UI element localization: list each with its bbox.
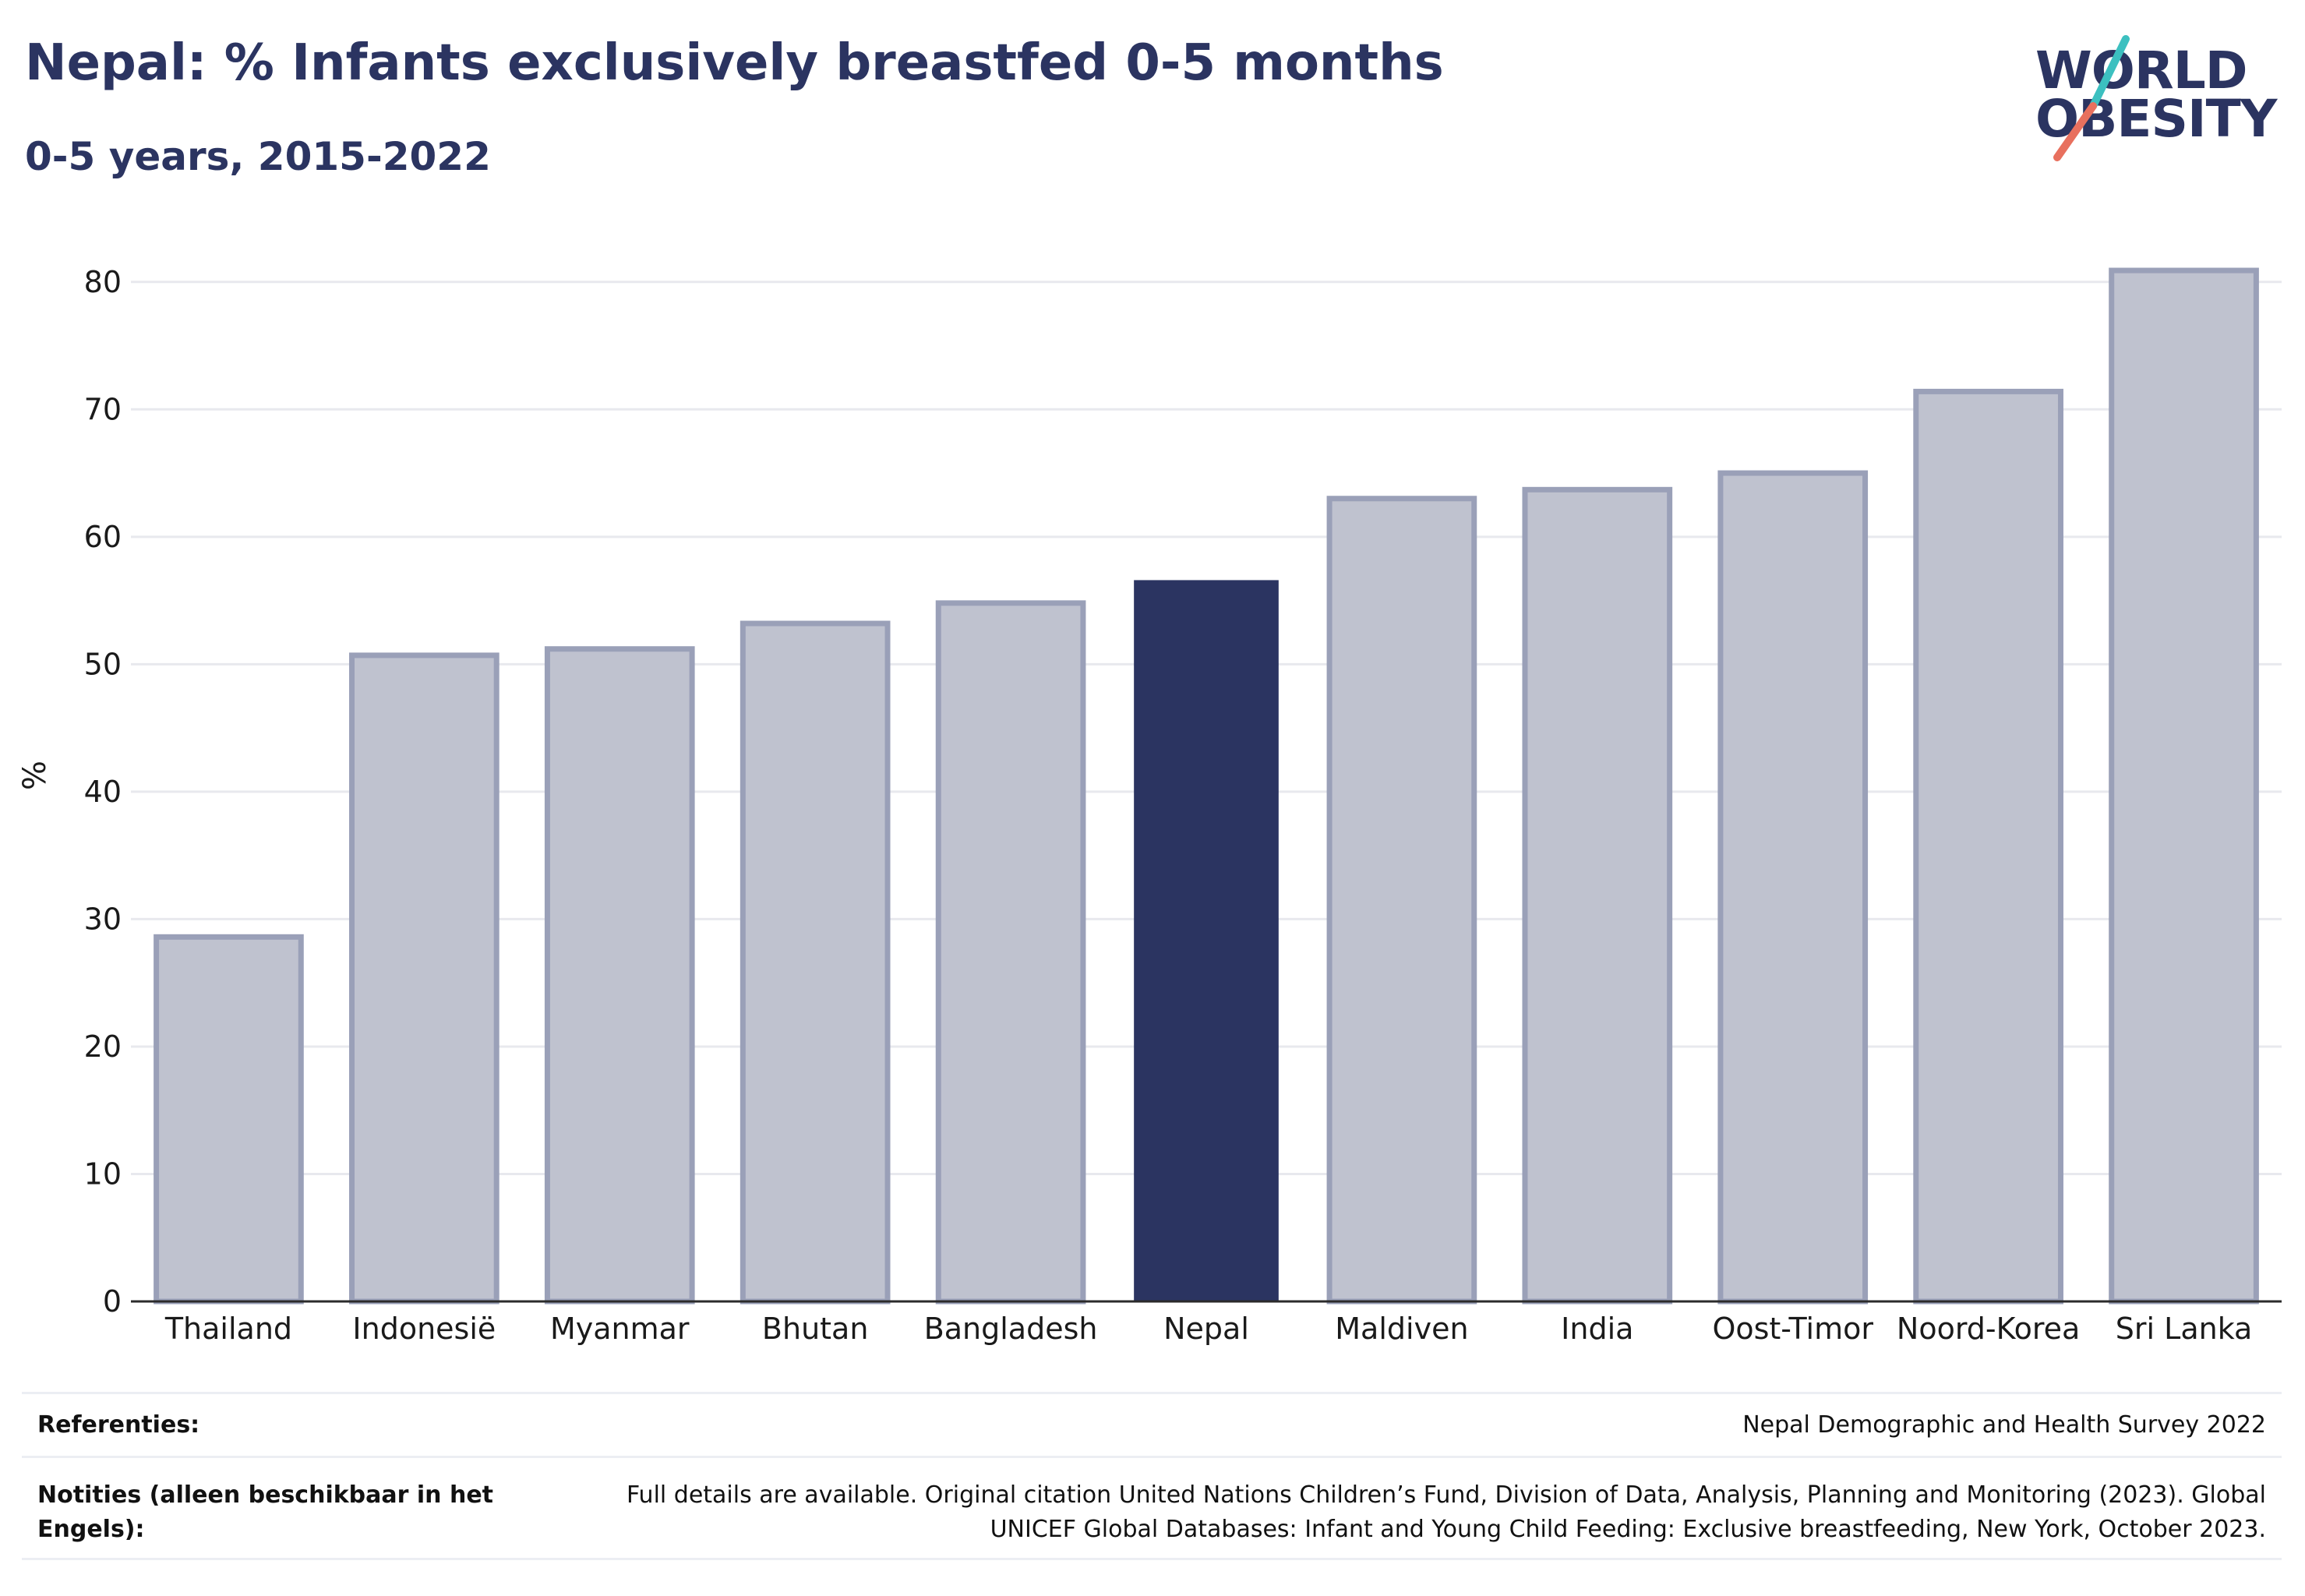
y-tick-label: 0 [103,1284,122,1319]
bar-maldiven [1326,496,1477,1305]
y-tick-label: 70 [84,392,122,426]
bar-nepal [1134,580,1279,1301]
bar-bangladesh [935,600,1086,1305]
notes-value: Full details are available. Original cit… [626,1481,2266,1543]
notes-label: Notities (alleen beschikbaar in het Enge… [37,1481,494,1543]
y-axis-ticks: 0 10 20 30 40 50 60 70 80 [84,265,122,1319]
x-axis-labels: Thailand Indonesië Myanmar Bhutan Bangladesh… [164,1312,2252,1346]
y-tick-label: 40 [84,775,122,809]
x-category-label: Noord-Korea [1897,1312,2080,1346]
bar-india [1522,486,1673,1305]
y-tick-label: 50 [84,647,122,681]
bar-thailand [154,934,304,1305]
bar-sri-lanka [2109,267,2259,1305]
y-axis-title: % [17,761,53,790]
chart-title: Nepal: % Infants exclusively breastfed 0… [25,34,1444,92]
bar-indonesi- [349,652,499,1305]
x-category-label: Bangladesh [924,1312,1098,1346]
y-tick-label: 80 [84,265,122,299]
x-category-label: Oost-Timor [1712,1312,1873,1346]
bar-oost-timor [1717,470,1869,1305]
y-tick-label: 20 [84,1029,122,1064]
logo-word-world: WORLD [2035,41,2248,101]
references-value: Nepal Demographic and Health Survey 2022 [1742,1411,2266,1439]
bars [154,267,2259,1305]
x-category-label: Indonesië [352,1312,496,1346]
x-category-label: Maldiven [1335,1312,1468,1346]
x-category-label: Myanmar [550,1312,690,1346]
chart-subtitle: 0-5 years, 2015-2022 [25,134,491,179]
bar-bhutan [740,620,891,1305]
y-tick-label: 30 [84,902,122,936]
x-category-label: Thailand [164,1312,292,1346]
x-category-label: Nepal [1163,1312,1249,1346]
bar-noord-korea [1913,388,2063,1305]
x-category-label: Bhutan [762,1312,869,1346]
x-category-label: India [1561,1312,1633,1346]
y-tick-label: 10 [84,1156,122,1191]
bar-chart: 0 10 20 30 40 50 60 70 80 Thailand Indonesië Myanm… [17,265,2282,1346]
bar-myanmar [544,646,695,1305]
references-label: Referenties: [37,1411,200,1439]
notes-row: Notities (alleen beschikbaar in het Enge… [22,1456,2282,1560]
y-tick-label: 60 [84,520,122,554]
x-category-label: Sri Lanka [2116,1312,2253,1346]
references-row: Referenties: Nepal Demographic and Healt… [22,1392,2282,1458]
